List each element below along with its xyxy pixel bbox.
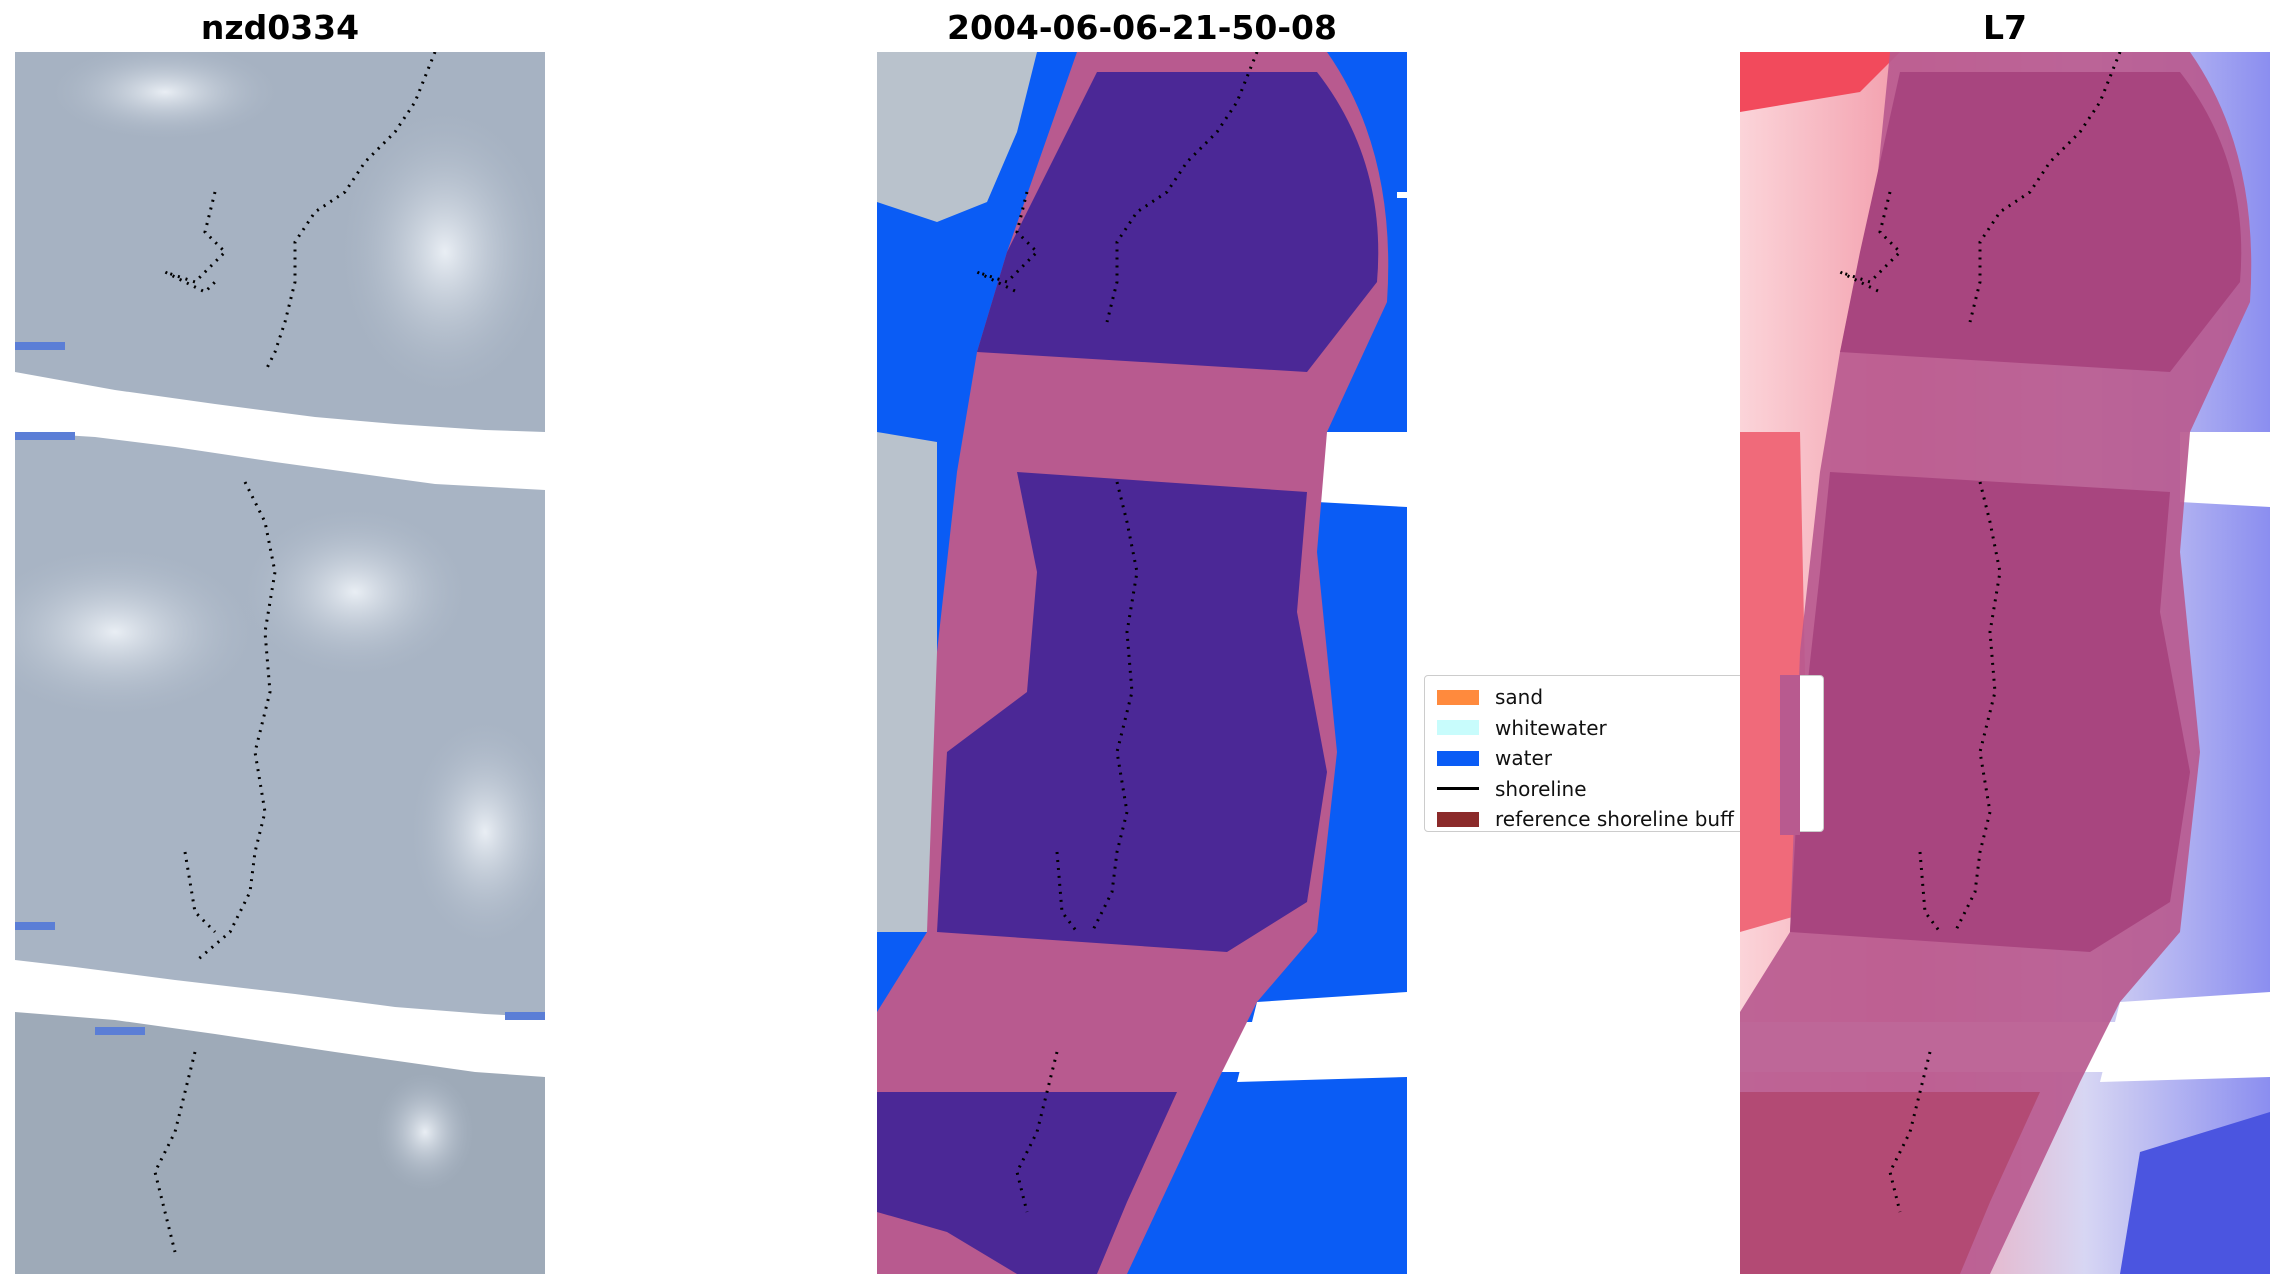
sand-swatch xyxy=(1437,689,1479,705)
index-image xyxy=(1740,52,2270,1274)
panel-title-index: L7 xyxy=(1983,8,2027,47)
classification-panel xyxy=(877,52,1407,1274)
water-swatch xyxy=(1437,750,1479,766)
rgb-image-panel xyxy=(15,52,545,1274)
legend-label: reference shoreline buff xyxy=(1495,807,1734,832)
whitewater-swatch xyxy=(1437,720,1479,736)
rgb-image xyxy=(15,52,545,1274)
legend-clip-mask xyxy=(1740,675,1800,835)
classification-image xyxy=(877,52,1407,1274)
legend-item-water: water xyxy=(1437,743,1823,774)
legend-item-sand: sand xyxy=(1437,682,1823,713)
panel-title-rgb: nzd0334 xyxy=(200,8,360,47)
legend-label: shoreline xyxy=(1495,776,1587,801)
index-image-edge xyxy=(1740,675,1800,835)
legend-item-whitewater: whitewater xyxy=(1437,713,1823,744)
buffer-swatch xyxy=(1437,811,1479,827)
legend-label: whitewater xyxy=(1495,715,1607,740)
index-panel xyxy=(1740,52,2270,1274)
legend-item-shoreline: shoreline xyxy=(1437,774,1823,805)
panel-title-classification: 2004-06-06-21-50-08 xyxy=(947,8,1337,47)
legend-label: water xyxy=(1495,746,1552,771)
legend-item-reference-buffer: reference shoreline buff xyxy=(1437,804,1823,835)
shoreline-line-icon xyxy=(1437,787,1479,791)
legend-label: sand xyxy=(1495,685,1544,710)
